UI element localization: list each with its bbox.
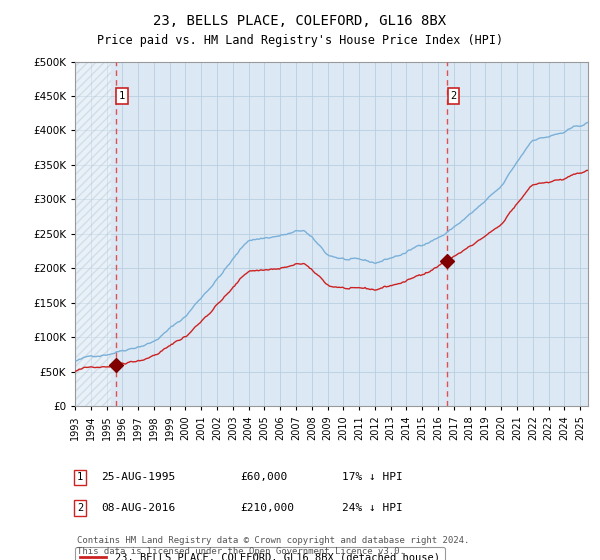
- Text: 23, BELLS PLACE, COLEFORD, GL16 8BX: 23, BELLS PLACE, COLEFORD, GL16 8BX: [154, 14, 446, 28]
- Text: £210,000: £210,000: [240, 503, 294, 513]
- Text: 24% ↓ HPI: 24% ↓ HPI: [342, 503, 403, 513]
- Text: £60,000: £60,000: [240, 472, 287, 482]
- Text: Contains HM Land Registry data © Crown copyright and database right 2024.
This d: Contains HM Land Registry data © Crown c…: [77, 536, 469, 556]
- Text: Price paid vs. HM Land Registry's House Price Index (HPI): Price paid vs. HM Land Registry's House …: [97, 34, 503, 46]
- Text: 08-AUG-2016: 08-AUG-2016: [101, 503, 175, 513]
- Legend: 23, BELLS PLACE, COLEFORD, GL16 8BX (detached house), HPI: Average price, detach: 23, BELLS PLACE, COLEFORD, GL16 8BX (det…: [75, 547, 445, 560]
- Point: [442, 257, 452, 266]
- Text: 17% ↓ HPI: 17% ↓ HPI: [342, 472, 403, 482]
- Text: 1: 1: [119, 91, 125, 101]
- Text: 2: 2: [451, 91, 457, 101]
- Text: 1: 1: [77, 472, 83, 482]
- Bar: [75, 62, 112, 406]
- Text: 25-AUG-1995: 25-AUG-1995: [101, 472, 175, 482]
- Text: 2: 2: [77, 503, 83, 513]
- Point: [111, 360, 121, 369]
